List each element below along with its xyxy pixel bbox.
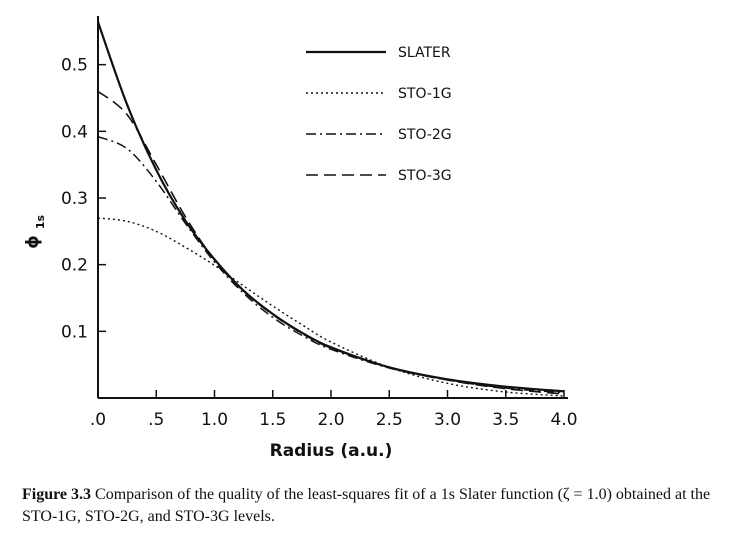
x-tick-label: 1.0 <box>201 410 228 430</box>
legend-label-slater: SLATER <box>398 45 451 61</box>
x-tick-label: 1.5 <box>259 410 286 430</box>
series-line-sto-1g <box>97 217 565 397</box>
legend-label-sto-1g: STO-1G <box>398 86 452 102</box>
x-tick-label: 3.0 <box>434 410 461 430</box>
figure-caption: Figure 3.3 Comparison of the quality of … <box>22 484 730 528</box>
caption-label: Figure 3.3 <box>22 486 92 503</box>
y-tick-label: 0.3 <box>61 189 88 209</box>
y-tick-label: 0.4 <box>61 122 88 142</box>
x-tick-label: .0 <box>90 410 106 430</box>
y-axis-subscript: 1s <box>34 214 47 229</box>
caption-text: Comparison of the quality of the least-s… <box>22 486 711 525</box>
series-line-slater <box>96 21 565 393</box>
y-axis-title: ϕ <box>23 235 43 249</box>
legend-label-sto-3g: STO-3G <box>398 168 452 184</box>
x-tick-label: 4.0 <box>550 410 577 430</box>
x-axis-title: Radius (a.u.) <box>270 441 393 461</box>
x-tick-label: 3.5 <box>492 410 519 430</box>
chart: .0 .5 1.0 1.5 2.0 2.5 3.0 3.5 4.0 0.1 0.2 0.3 0.4 0.5… <box>23 16 578 461</box>
y-tick-label: 0.1 <box>61 322 88 342</box>
y-tick-label: 0.5 <box>61 56 88 76</box>
y-tick-label: 0.2 <box>61 256 88 276</box>
x-tick-label: 2.5 <box>376 410 403 430</box>
legend-label-sto-2g: STO-2G <box>398 127 452 143</box>
x-tick-label: .5 <box>148 410 164 430</box>
series-line-sto-3g <box>97 90 565 395</box>
x-tick-label: 2.0 <box>317 410 344 430</box>
